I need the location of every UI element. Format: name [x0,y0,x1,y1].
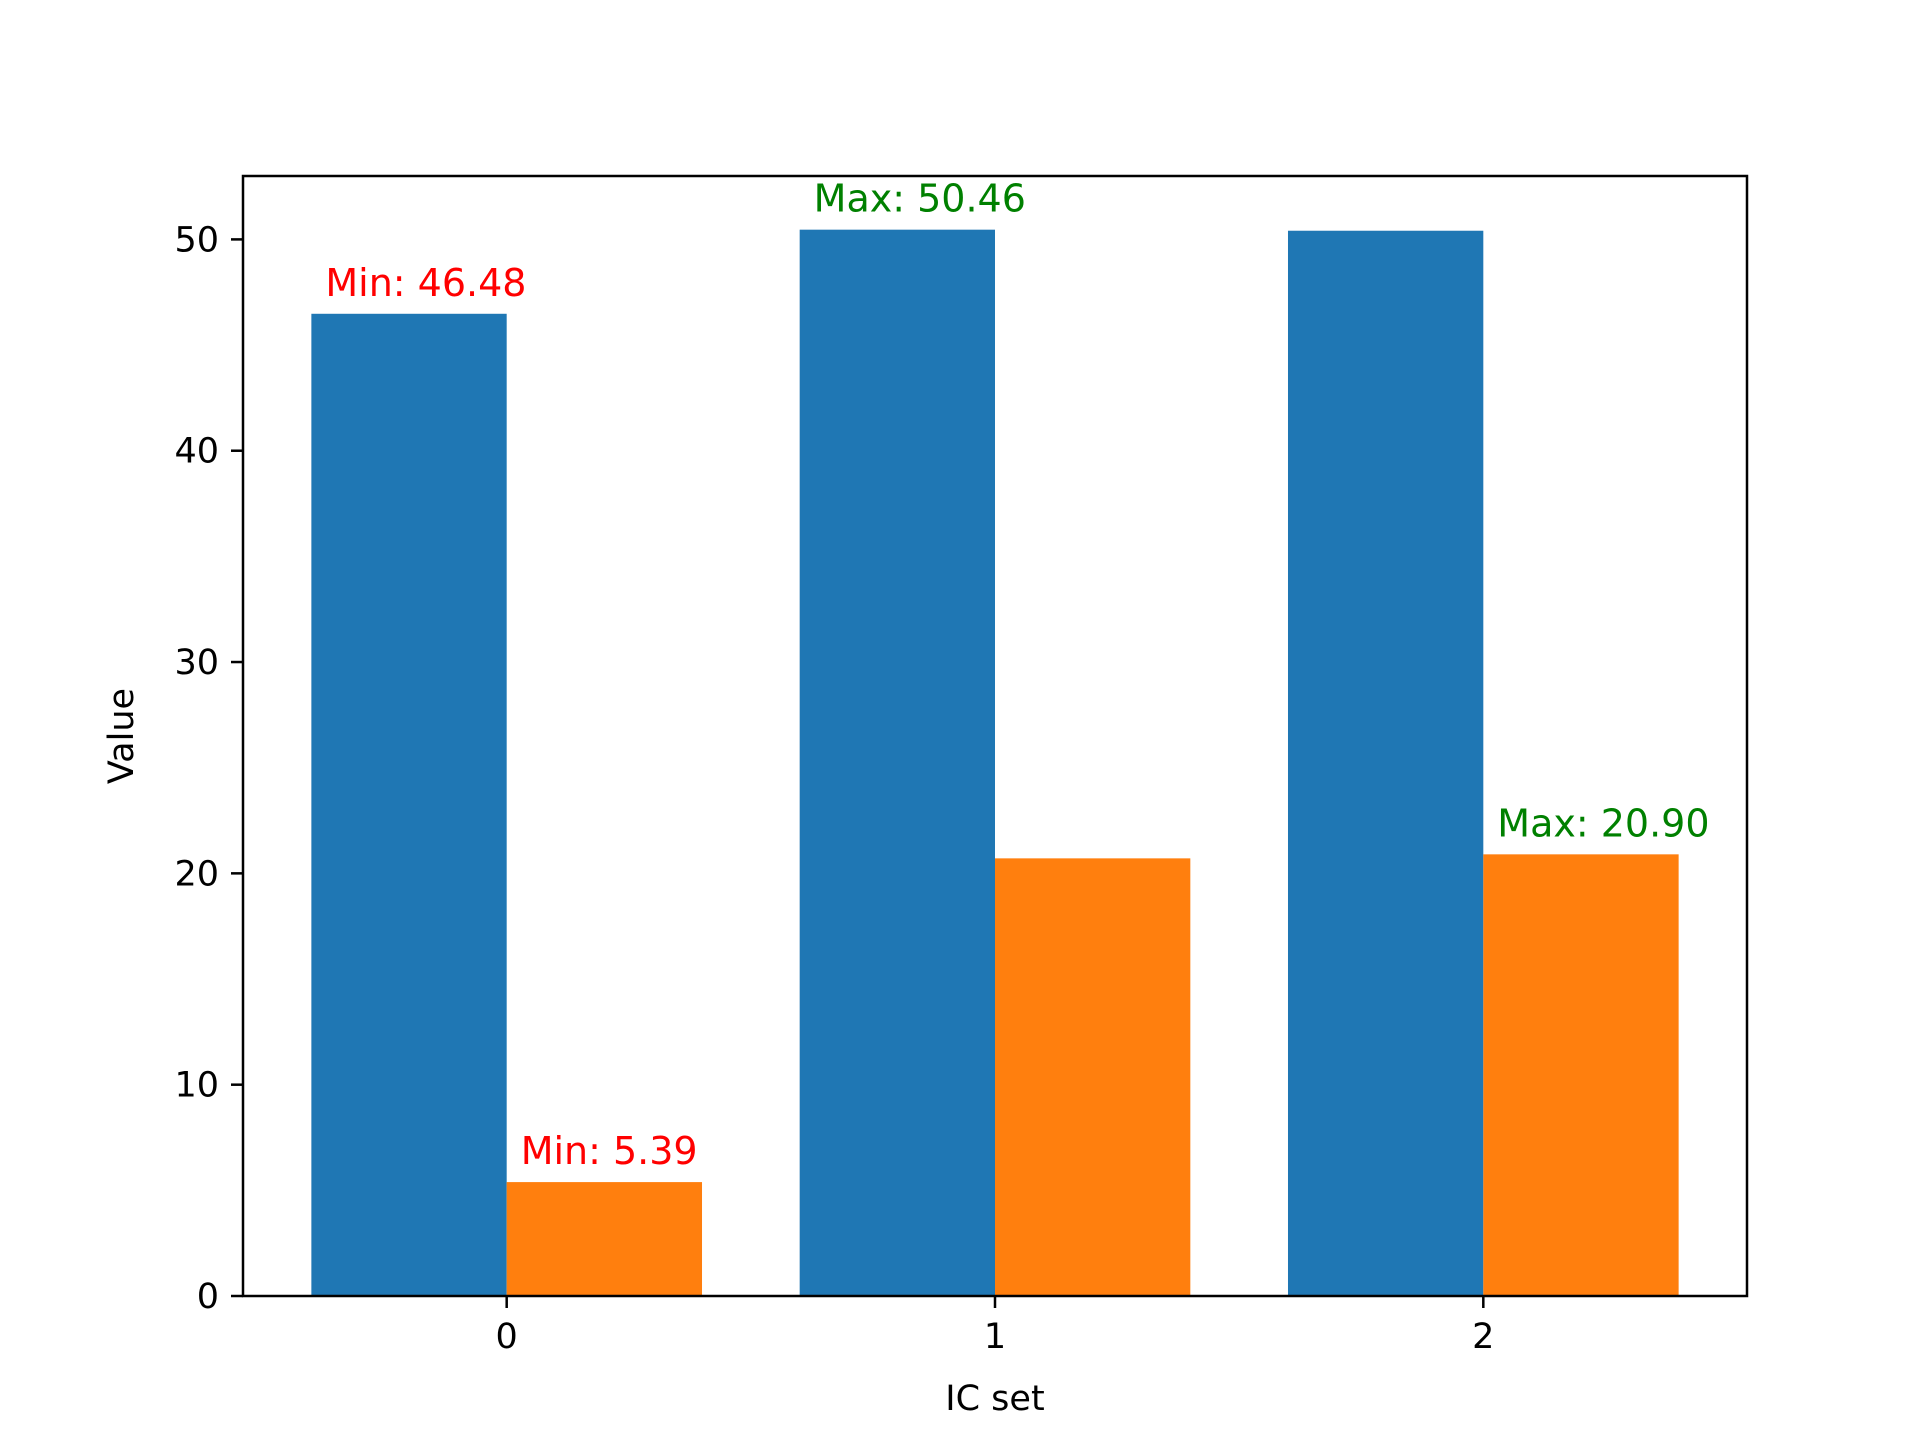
x-axis-label: IC set [945,1379,1044,1419]
x-axis-ticks: 0 1 2 [496,1296,1494,1357]
bar-series-0-category-2 [1287,230,1484,1297]
y-tick-label: 0 [197,1277,219,1317]
annotation-label-1: Max: 50.46 [814,177,1026,221]
bar-series-0-category-0 [311,313,507,1296]
y-tick-label: 30 [174,643,219,683]
annotation-label-2: Min: 5.39 [521,1129,698,1173]
y-tick-label: 50 [174,220,219,260]
y-tick-label: 20 [174,854,219,894]
y-axis-ticks: 0 10 20 30 40 50 [174,220,243,1317]
y-axis-label: Value [102,688,142,784]
annotations-group: Min: 46.48 Max: 50.46 Min: 5.39 Max: 20.90 [325,177,1709,1173]
y-tick-label: 10 [174,1066,219,1106]
bar-series-1-category-1 [995,858,1191,1296]
x-tick-label: 1 [984,1317,1006,1357]
x-tick-label: 2 [1472,1317,1494,1357]
x-tick-label: 0 [496,1317,518,1357]
y-tick-label: 40 [174,432,219,472]
bar-series-1-category-0 [506,1182,703,1296]
bar-series-0-category-1 [799,229,995,1296]
bar-series-1-category-2 [1483,854,1679,1296]
annotation-label-3: Max: 20.90 [1497,801,1709,845]
bars-group [311,229,1679,1297]
annotation-label-0: Min: 46.48 [325,261,526,305]
